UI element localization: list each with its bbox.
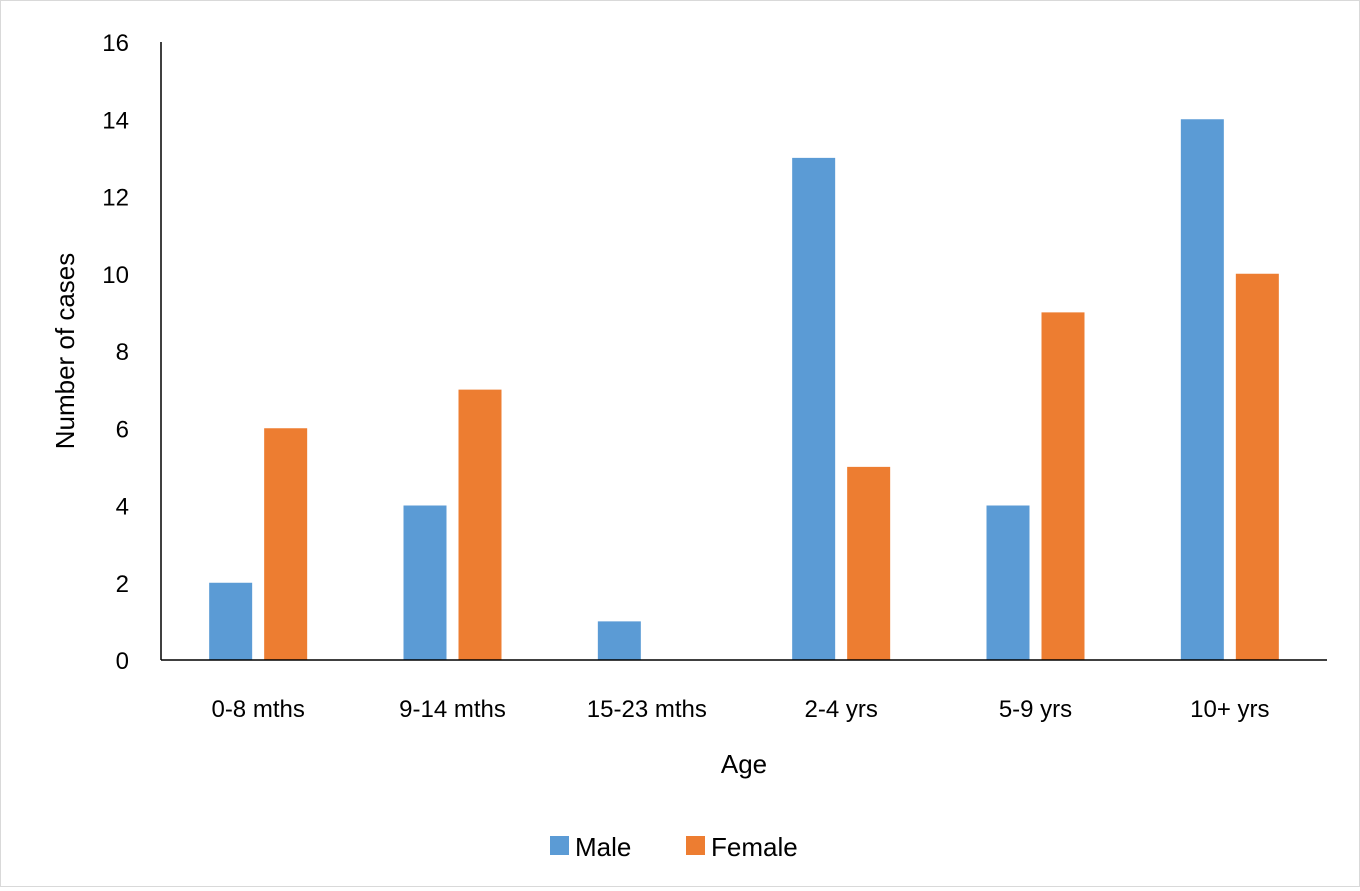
y-axis-title: Number of cases [50, 253, 80, 450]
x-tick-label: 0-8 mths [211, 696, 304, 723]
y-tick-label: 12 [102, 185, 129, 212]
y-tick-label: 10 [102, 262, 129, 289]
x-tick-label: 5-9 yrs [999, 696, 1072, 723]
legend: Male Female [550, 832, 798, 862]
bar-male-3 [792, 157, 836, 660]
bar-male-4 [986, 505, 1030, 660]
bar-female-3 [847, 466, 891, 660]
y-axis-tick-labels: 0 2 4 6 8 10 12 14 16 [102, 30, 129, 675]
x-tick-label: 15-23 mths [587, 696, 707, 723]
x-axis-tick-labels: 0-8 mths 9-14 mths 15-23 mths 2-4 yrs 5-9 yr… [211, 696, 1269, 723]
y-tick-label: 8 [116, 339, 129, 366]
bar-male-1 [403, 505, 447, 660]
x-tick-label: 2-4 yrs [804, 696, 877, 723]
bar-female-5 [1235, 273, 1279, 660]
legend-swatch-male [550, 836, 569, 855]
bar-female-4 [1041, 312, 1085, 660]
bar-series-group [209, 119, 1279, 660]
y-tick-label: 4 [116, 494, 129, 521]
y-tick-label: 16 [102, 30, 129, 57]
x-axis-title: Age [721, 749, 767, 779]
bar-female-0 [264, 428, 308, 660]
legend-label-male: Male [575, 832, 631, 862]
bar-male-5 [1180, 119, 1224, 660]
bar-male-2 [597, 621, 641, 660]
legend-swatch-female [686, 836, 705, 855]
x-tick-label: 9-14 mths [399, 696, 506, 723]
bar-female-1 [458, 389, 502, 660]
y-tick-label: 2 [116, 571, 129, 598]
bar-male-0 [209, 582, 253, 660]
legend-label-female: Female [711, 832, 798, 862]
y-tick-label: 6 [116, 416, 129, 443]
x-tick-label: 10+ yrs [1190, 696, 1269, 723]
y-tick-label: 14 [102, 107, 129, 134]
y-tick-label: 0 [116, 648, 129, 675]
